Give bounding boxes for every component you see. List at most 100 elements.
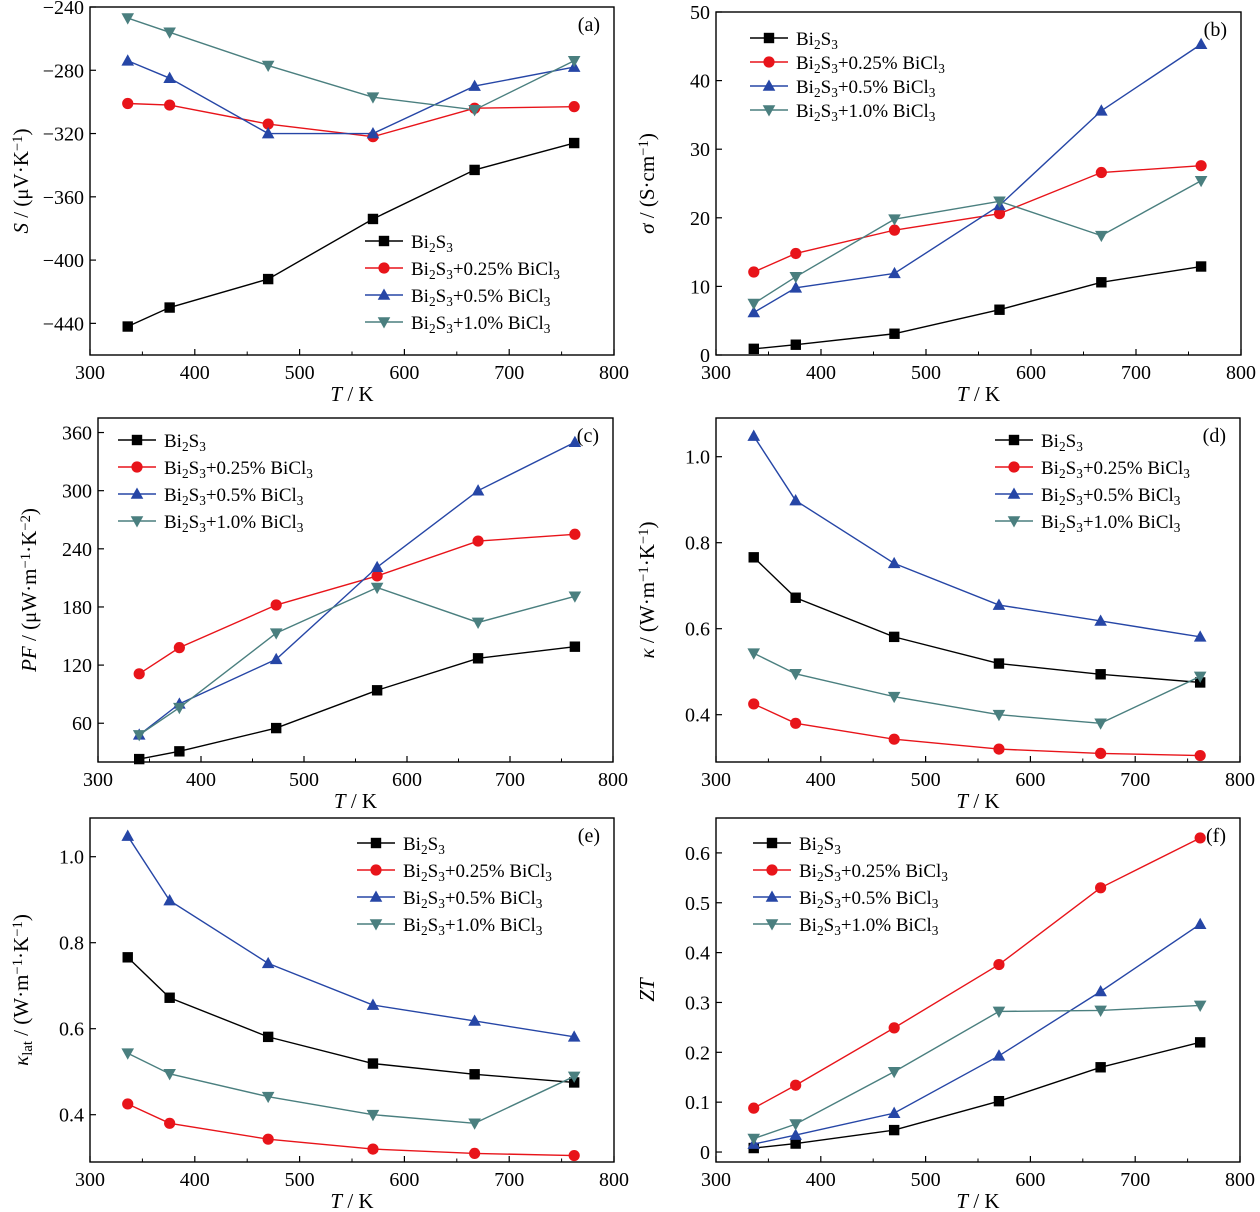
data-point	[468, 1014, 481, 1026]
legend-marker	[370, 837, 382, 849]
y-tick-label: 240	[62, 539, 92, 561]
series-2	[747, 37, 1208, 318]
data-point	[1094, 984, 1107, 997]
y-tick-label: 0.5	[685, 893, 710, 915]
legend-label: Bi2S3+0.25% BiCl3	[799, 861, 948, 884]
legend-label: Bi2S3+1.0% BiCl3	[1041, 512, 1181, 535]
data-point	[568, 1149, 580, 1162]
legend-marker	[377, 288, 391, 300]
y-tick-label: 300	[62, 481, 92, 503]
data-point	[121, 829, 135, 841]
data-point	[1194, 175, 1208, 188]
legend-label: Bi2S3	[411, 232, 453, 255]
data-point	[747, 298, 761, 311]
data-point	[122, 952, 133, 963]
legend: Bi2S3 Bi2S3+0.25% BiCl3 Bi2S3+0.5% BiCl3 Bi…	[118, 431, 313, 535]
x-tick-label: 600	[389, 1169, 419, 1191]
data-point	[993, 208, 1006, 220]
y-tick-label: 0	[700, 345, 710, 367]
x-axis-label: T / K	[956, 789, 999, 813]
panel-label: (a)	[578, 14, 600, 36]
data-point	[370, 560, 384, 573]
legend-marker	[765, 890, 779, 902]
y-tick-label: 0.3	[685, 992, 710, 1014]
series-2	[747, 429, 1207, 642]
panel-f: 300 400 500 600 700 800 0 0.1 0.2 0.3 0.4 0.5 0.6 T /…	[635, 817, 1255, 1212]
data-point	[366, 127, 380, 139]
data-point	[568, 591, 582, 603]
data-point	[568, 137, 580, 149]
data-point	[747, 429, 761, 441]
data-point	[163, 1069, 176, 1081]
y-tick-label: −320	[43, 124, 84, 146]
legend-marker	[130, 516, 144, 528]
y-tick-label: 50	[690, 2, 710, 24]
legend-label: Bi2S3+0.5% BiCl3	[796, 77, 936, 100]
data-point	[568, 435, 582, 448]
data-point	[887, 691, 901, 704]
series-1	[748, 832, 1206, 1114]
data-point	[468, 79, 481, 91]
data-point	[789, 1128, 802, 1140]
data-point	[471, 484, 485, 496]
y-tick-label: 0.8	[685, 533, 710, 555]
x-tick-label: 600	[1015, 1169, 1045, 1191]
series-line	[753, 164, 1202, 273]
data-point	[261, 1091, 275, 1104]
series-3	[121, 1048, 581, 1130]
legend-marker	[1008, 461, 1020, 473]
series-line	[127, 17, 575, 111]
legend-label: Bi2S3+0.5% BiCl3	[164, 485, 304, 508]
x-tick-label: 700	[1120, 769, 1150, 791]
legend-marker	[370, 864, 382, 876]
x-axis-label: T / K	[957, 382, 1000, 406]
y-axis-label: κ / (W·m−1·K−1)	[635, 521, 659, 658]
series-line	[753, 923, 1201, 1145]
legend-marker	[1007, 487, 1021, 499]
data-point	[993, 1095, 1005, 1107]
x-tick-label: 500	[911, 769, 941, 791]
series-3	[747, 175, 1208, 311]
x-tick-label: 800	[1226, 362, 1256, 384]
data-point	[887, 1106, 901, 1118]
y-axis-label: PF / (μW·m−1·K−2)	[17, 508, 41, 673]
legend-marker	[765, 919, 779, 931]
data-point	[121, 13, 135, 25]
data-point	[164, 992, 175, 1003]
data-point	[888, 1022, 900, 1034]
x-tick-label: 400	[180, 362, 210, 384]
data-point	[164, 99, 176, 111]
data-point	[1095, 1062, 1106, 1073]
data-point	[993, 958, 1005, 971]
data-point	[790, 247, 802, 260]
x-tick-label: 400	[180, 1169, 210, 1191]
y-tick-label: 20	[690, 208, 710, 230]
data-point	[174, 746, 185, 757]
y-tick-label: −440	[43, 313, 84, 335]
data-point	[262, 1031, 274, 1043]
data-point	[567, 55, 581, 68]
series-0	[122, 952, 580, 1088]
data-point	[367, 1143, 379, 1155]
legend-label: Bi2S3+1.0% BiCl3	[164, 512, 304, 535]
legend-marker	[369, 919, 383, 931]
y-tick-label: 0.2	[685, 1042, 710, 1064]
x-tick-label: 500	[911, 362, 941, 384]
x-tick-label: 700	[1120, 1169, 1150, 1191]
data-point	[371, 685, 383, 696]
data-point	[163, 894, 176, 906]
data-point	[993, 658, 1005, 669]
data-point	[270, 722, 282, 734]
y-tick-label: 40	[690, 71, 710, 93]
legend-label: Bi2S3	[799, 834, 841, 857]
x-tick-label: 500	[285, 1169, 315, 1191]
data-point	[173, 702, 186, 715]
series-line	[138, 441, 576, 736]
legend-label: Bi2S3+0.25% BiCl3	[1041, 458, 1190, 481]
data-point	[163, 27, 176, 39]
series-line	[138, 586, 576, 736]
x-tick-label: 300	[701, 362, 731, 384]
data-point	[173, 642, 185, 654]
y-tick-label: 0.1	[685, 1092, 710, 1114]
